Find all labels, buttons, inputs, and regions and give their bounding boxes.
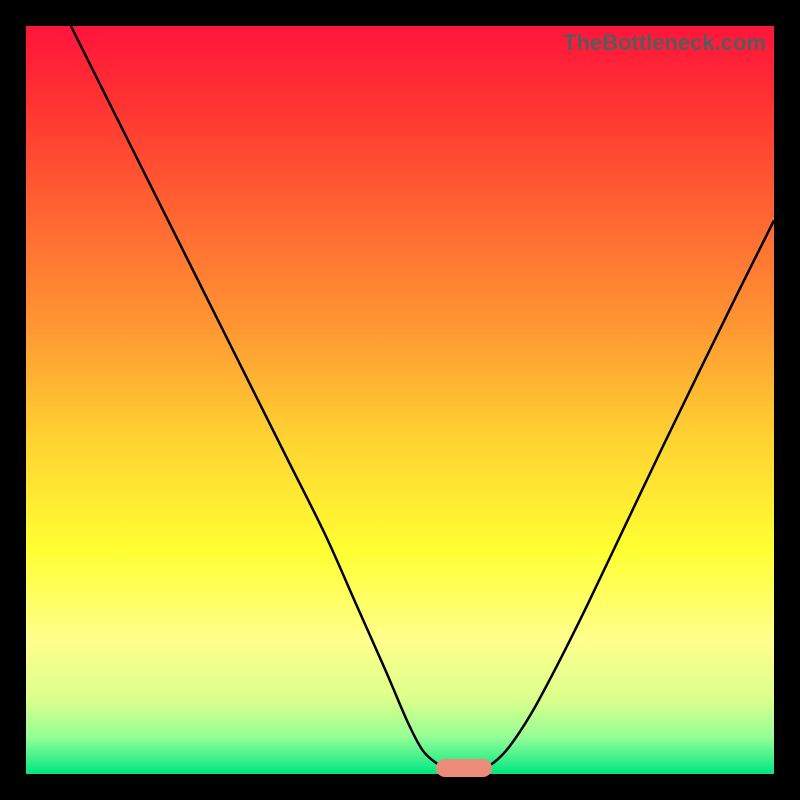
curve-svg <box>26 26 774 774</box>
curve-right <box>482 220 774 768</box>
minimum-marker <box>436 759 492 777</box>
watermark-text: TheBottleneck.com <box>563 30 766 56</box>
chart-container: TheBottleneck.com <box>0 0 800 800</box>
curve-left <box>71 26 447 768</box>
plot-area: TheBottleneck.com <box>26 26 774 774</box>
